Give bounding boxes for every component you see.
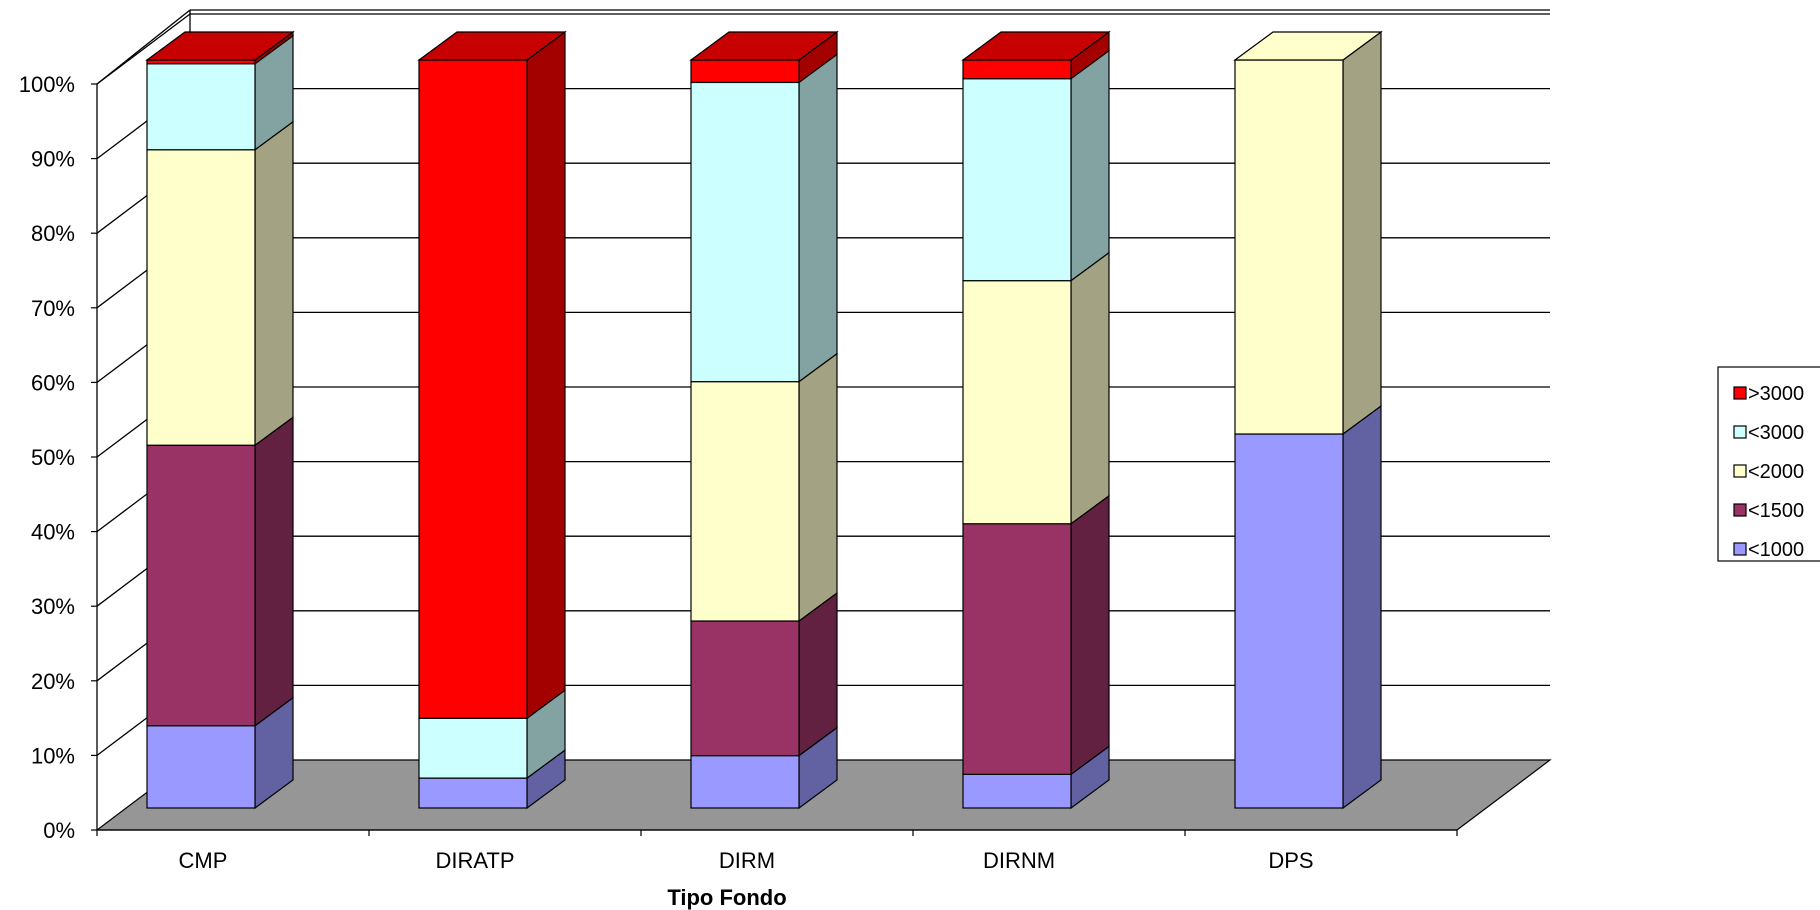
bar-segment-DIRNM-<3000	[962, 49, 1110, 282]
x-tick-label: DIRM	[719, 848, 775, 873]
legend-swatch	[1733, 425, 1747, 439]
bar-segment-DPS-<2000	[1234, 30, 1382, 436]
bar-segment-CMP-<1000	[146, 696, 294, 810]
legend-item: <1500	[1733, 500, 1804, 522]
bar-front	[146, 444, 256, 727]
bar-front	[1234, 433, 1344, 809]
bar-front	[690, 81, 800, 383]
x-axis-labels: CMP DIRATP DIRM DIRNM DPS	[179, 848, 1314, 873]
x-tick-label: DIRATP	[435, 848, 514, 873]
y-tick-label: 20%	[31, 669, 75, 694]
bar-side	[1070, 494, 1110, 776]
legend-label: >3000	[1748, 383, 1804, 405]
bar-segment-DIRATP->3000	[418, 30, 566, 720]
legend-label: <1000	[1748, 539, 1804, 561]
bar-top-DPS	[1233, 31, 1383, 61]
x-axis-title: Tipo Fondo	[667, 885, 786, 910]
y-tick-label: 0%	[43, 818, 75, 843]
y-tick-label: 30%	[31, 594, 75, 619]
bar-segment-DPS-<1000	[1234, 404, 1382, 810]
bar-front	[962, 59, 1072, 80]
y-tick-label: 10%	[31, 743, 75, 768]
bar-segment-CMP-<2000	[146, 120, 294, 447]
bar-side	[254, 120, 294, 447]
legend-label: <2000	[1748, 461, 1804, 483]
x-axis	[96, 829, 1458, 836]
bar-front	[962, 280, 1072, 525]
bar-segment-CMP-<3000	[146, 34, 294, 151]
bar-side	[1342, 30, 1382, 436]
y-axis-ticks: 0% 10% 20% 30% 40% 50% 60% 70% 80% 90% 100%	[19, 72, 97, 843]
bar-top-DIRNM	[961, 31, 1111, 61]
bar-front	[418, 717, 528, 779]
bar-front	[690, 59, 800, 84]
bar-front	[962, 523, 1072, 775]
bars	[145, 30, 1383, 810]
bar-segment-DIRNM-<1000	[962, 745, 1110, 810]
y-tick-label: 100%	[19, 72, 75, 97]
legend-swatch	[1733, 464, 1747, 478]
bar-front	[146, 725, 256, 809]
y-tick-label: 60%	[31, 370, 75, 395]
bar-front	[418, 777, 528, 809]
x-tick-label: DIRNM	[983, 848, 1055, 873]
bar-front	[146, 149, 256, 446]
bar-top-DIRATP	[417, 31, 567, 61]
legend-item: <3000	[1733, 422, 1804, 444]
bar-segment-DIRNM-<2000	[962, 251, 1110, 525]
bar-side	[1070, 49, 1110, 282]
bar-side	[798, 352, 838, 623]
legend-item: <1000	[1733, 539, 1804, 561]
bar-segment-DIRM-<2000	[690, 352, 838, 623]
bar-front	[690, 381, 800, 622]
y-tick-label: 90%	[31, 147, 75, 172]
bar-side	[1342, 404, 1382, 810]
legend-label: <3000	[1748, 422, 1804, 444]
bar-front	[1234, 59, 1344, 435]
bar-segment-CMP-<1500	[146, 416, 294, 727]
bar-front	[690, 755, 800, 809]
bar-segment-DIRATP-<3000	[418, 689, 566, 780]
legend-item: >3000	[1733, 383, 1804, 405]
legend-label: <1500	[1748, 500, 1804, 522]
bar-side	[798, 53, 838, 383]
bar-front	[418, 59, 528, 719]
bar-side	[526, 30, 566, 720]
y-tick-label: 70%	[31, 296, 75, 321]
legend-swatch	[1733, 503, 1747, 517]
bar-front	[690, 620, 800, 757]
y-tick-label: 80%	[31, 221, 75, 246]
legend-item: <2000	[1733, 461, 1804, 483]
legend-swatch	[1733, 542, 1747, 556]
y-tick-label: 40%	[31, 520, 75, 545]
y-tick-label: 50%	[31, 445, 75, 470]
bar-segment-DIRM-<1500	[690, 591, 838, 757]
bar-front	[962, 78, 1072, 282]
bar-front	[146, 63, 256, 151]
x-tick-label: DPS	[1268, 848, 1313, 873]
bar-side	[254, 416, 294, 727]
bar-top-CMP	[145, 31, 295, 61]
legend-swatch	[1733, 386, 1747, 400]
gridline	[96, 13, 1550, 85]
bar-front	[962, 773, 1072, 809]
bar-top-DIRM	[689, 31, 839, 61]
bar-segment-DIRATP-<1000	[418, 748, 566, 810]
bar-segment-DIRM-<3000	[690, 53, 838, 383]
legend: >3000 <3000 <2000 <1500 <1000	[1717, 366, 1820, 562]
x-tick-label: CMP	[179, 848, 228, 873]
bar-side	[1070, 251, 1110, 525]
bar-segment-DIRNM-<1500	[962, 494, 1110, 776]
